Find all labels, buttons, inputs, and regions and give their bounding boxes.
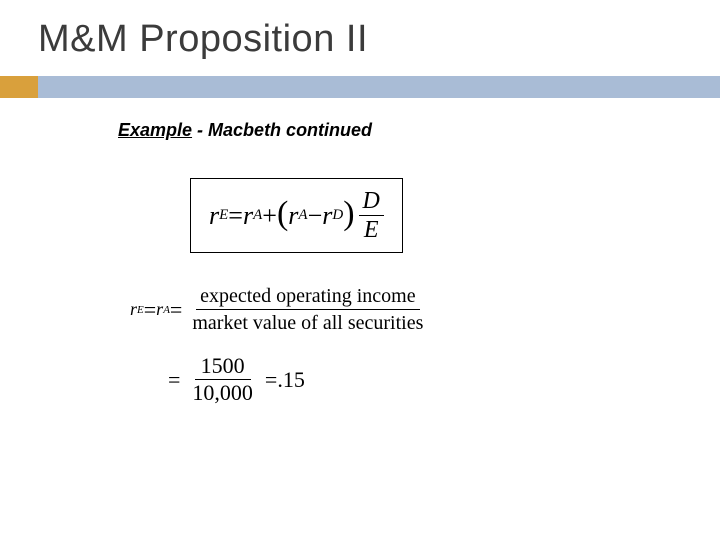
subtitle-rest: - Macbeth continued: [192, 120, 372, 140]
f2-l1-var: r: [130, 299, 137, 320]
f2-l1-sub: E: [137, 304, 144, 316]
f1-t3-sub: D: [332, 208, 343, 223]
f2-eq2: =: [170, 297, 182, 323]
f1-t1-sub: A: [253, 208, 262, 223]
f2-eq1: =: [144, 297, 156, 323]
f3-den: 10,000: [186, 380, 259, 404]
accent-orange: [0, 76, 38, 98]
f1-t1-var: r: [243, 203, 253, 229]
f2-den: market value of all securities: [188, 310, 427, 334]
f1-frac-den: E: [360, 216, 383, 242]
f1-lhs-sub: E: [219, 208, 228, 223]
f3-fraction: 1500 10,000: [186, 355, 259, 404]
f3-num: 1500: [195, 355, 251, 380]
f1-lparen: (: [277, 197, 288, 231]
f1-t2-var: r: [288, 203, 298, 229]
slide-title: M&M Proposition II: [38, 18, 368, 61]
subtitle-underlined: Example: [118, 120, 192, 140]
formula-numeric: = 1500 10,000 = .15: [168, 355, 305, 404]
f1-plus: +: [262, 203, 277, 229]
f1-minus: −: [308, 203, 323, 229]
f1-eq: =: [228, 203, 243, 229]
f2-l2-sub: A: [163, 304, 170, 316]
f1-t2-sub: A: [298, 208, 307, 223]
example-subtitle: Example - Macbeth continued: [118, 120, 372, 141]
f3-eq: =: [168, 367, 180, 393]
formula-definition: rE = rA = expected operating income mark…: [130, 285, 427, 334]
f1-frac-num: D: [359, 189, 384, 216]
f1-t3-var: r: [322, 203, 332, 229]
f1-lhs-var: r: [209, 203, 219, 229]
f3-result: .15: [277, 367, 305, 393]
f3-eq2: =: [265, 367, 277, 393]
f2-fraction: expected operating income market value o…: [188, 285, 427, 334]
formula-main-box: rE = rA + ( rA − rD ) D E: [190, 178, 403, 253]
f1-rparen: ): [343, 197, 354, 231]
f1-fraction: D E: [359, 189, 384, 242]
accent-blue: [38, 76, 720, 98]
accent-bar: [0, 76, 720, 98]
f2-num: expected operating income: [196, 285, 419, 310]
